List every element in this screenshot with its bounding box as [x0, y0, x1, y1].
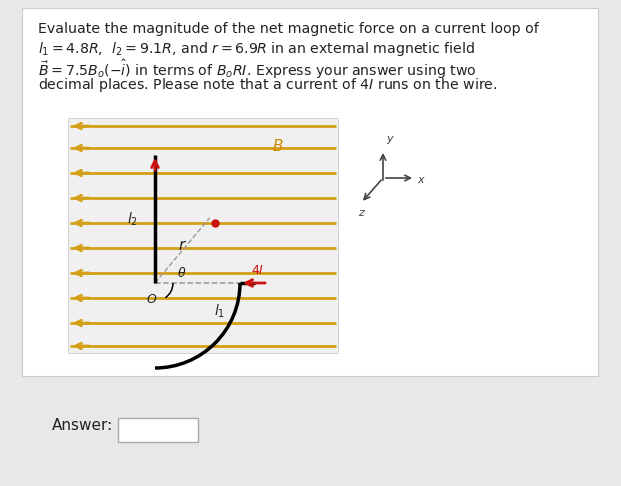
- Text: $x$: $x$: [417, 175, 426, 185]
- Text: Evaluate the magnitude of the net magnetic force on a current loop of: Evaluate the magnitude of the net magnet…: [38, 22, 539, 36]
- Text: $y$: $y$: [386, 134, 395, 146]
- Text: $\vec{B} = 7.5B_o(-\hat{i})$ in terms of $B_o RI$. Express your answer using two: $\vec{B} = 7.5B_o(-\hat{i})$ in terms of…: [38, 58, 476, 81]
- Text: $4I$: $4I$: [252, 263, 265, 277]
- Text: $\theta$: $\theta$: [177, 266, 186, 280]
- Bar: [118, 418, 198, 442]
- Text: $r$: $r$: [178, 238, 188, 253]
- Text: $l_1$: $l_1$: [214, 303, 225, 320]
- Text: $l_1 = 4.8R$,  $l_2 = 9.1R$, and $r = 6.9R$ in an external magnetic field: $l_1 = 4.8R$, $l_2 = 9.1R$, and $r = 6.9…: [38, 40, 475, 58]
- Text: decimal places. Please note that a current of $4I$ runs on the wire.: decimal places. Please note that a curre…: [38, 76, 497, 94]
- Bar: [22, 8, 598, 376]
- Text: $z$: $z$: [358, 208, 366, 218]
- Text: $B$: $B$: [272, 138, 284, 154]
- Bar: [68, 118, 338, 353]
- Text: $l_2$: $l_2$: [127, 210, 138, 228]
- Text: $O$: $O$: [147, 293, 158, 306]
- Text: Answer:: Answer:: [52, 418, 113, 433]
